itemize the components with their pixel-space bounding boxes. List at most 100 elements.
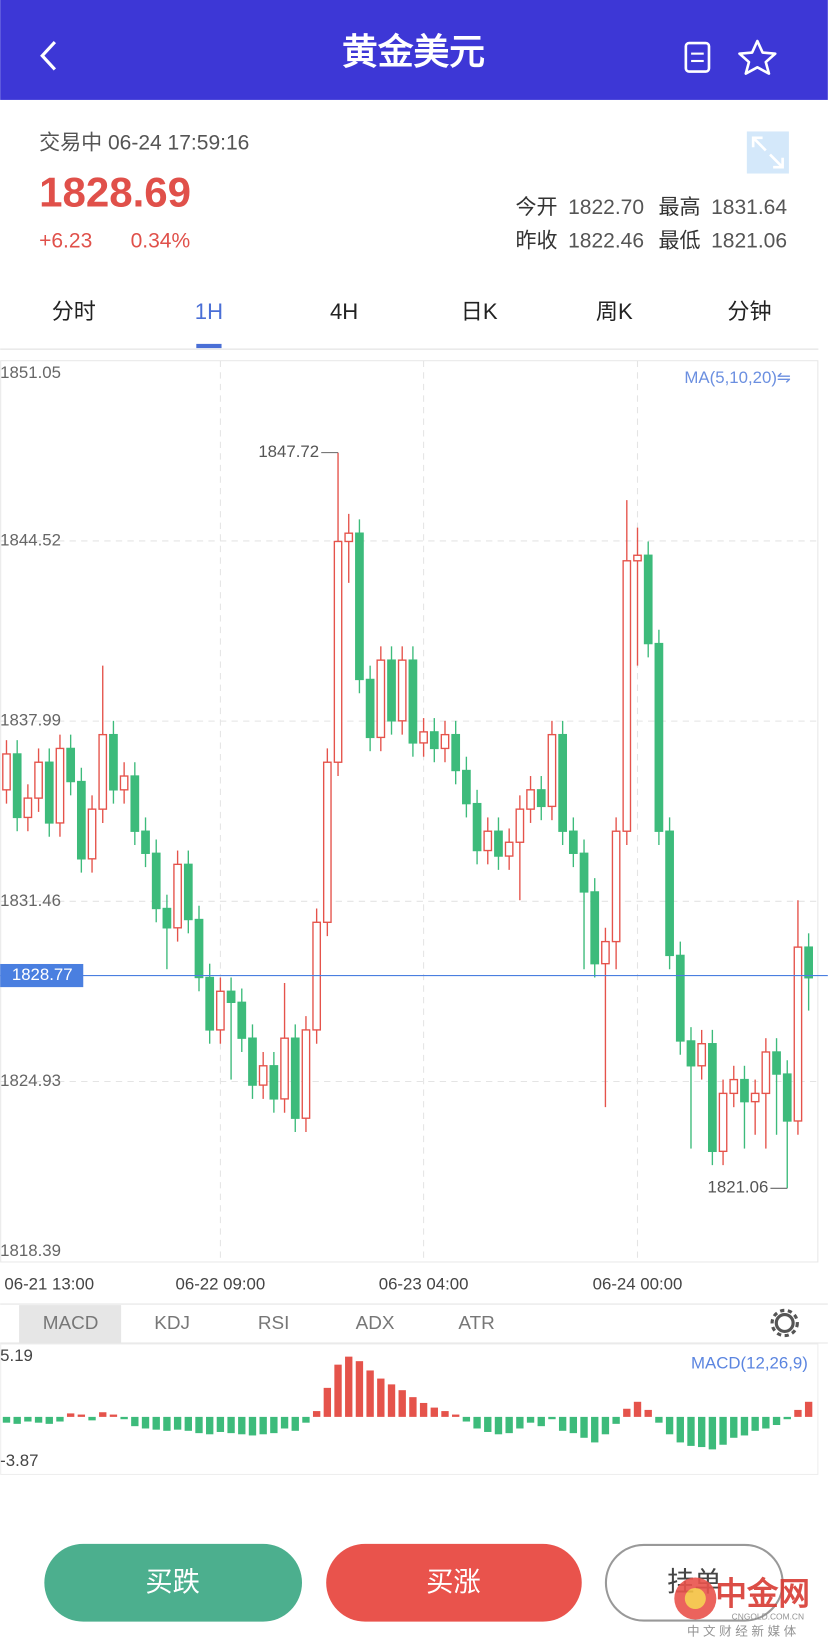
macd-bar bbox=[548, 1416, 556, 1420]
last-price-label: 1828.77 bbox=[12, 965, 73, 984]
candle-body bbox=[804, 946, 813, 979]
stat-label: 昨收 bbox=[515, 229, 557, 252]
timeframe-tab[interactable]: 分时 bbox=[52, 299, 96, 324]
stat-label: 今开 bbox=[515, 196, 557, 219]
macd-bar bbox=[259, 1416, 267, 1435]
favorite-button[interactable] bbox=[738, 39, 777, 75]
y-tick-label: 1824.93 bbox=[0, 1071, 61, 1090]
back-button[interactable] bbox=[40, 40, 57, 71]
macd-bar bbox=[109, 1414, 118, 1417]
candle-body bbox=[258, 1065, 268, 1086]
macd-bar bbox=[163, 1416, 171, 1431]
candle-body bbox=[130, 775, 140, 832]
macd-bar bbox=[216, 1416, 225, 1432]
macd-bar bbox=[644, 1409, 652, 1417]
watermark-name: 中金网 bbox=[715, 1576, 810, 1612]
sell-button[interactable]: 买跌 bbox=[44, 1543, 302, 1622]
candle-body bbox=[708, 1043, 717, 1153]
candle-body bbox=[590, 891, 600, 965]
page-title: 黄金美元 bbox=[342, 32, 485, 72]
candle-body bbox=[397, 659, 407, 722]
candle-body bbox=[162, 907, 172, 929]
candle-body bbox=[740, 1078, 749, 1103]
y-tick-label: 1818.39 bbox=[0, 1241, 61, 1260]
candle-body bbox=[365, 678, 375, 739]
candle-body bbox=[248, 1037, 257, 1086]
macd-bar bbox=[131, 1416, 139, 1427]
settings-button[interactable] bbox=[770, 1308, 799, 1338]
candle-body bbox=[665, 830, 674, 957]
candle-body bbox=[109, 733, 118, 791]
candle-body bbox=[151, 852, 161, 910]
candle-body bbox=[205, 976, 215, 1031]
macd-bar bbox=[34, 1416, 43, 1423]
macd-bar bbox=[270, 1416, 278, 1434]
macd-bar bbox=[291, 1416, 299, 1431]
candle-body bbox=[782, 1073, 792, 1122]
indicator-tab[interactable]: ADX bbox=[356, 1313, 395, 1334]
macd-bar bbox=[195, 1416, 203, 1434]
button-label: 买涨 bbox=[426, 1566, 481, 1597]
macd-bar bbox=[2, 1416, 11, 1423]
candle-body bbox=[387, 659, 396, 722]
macd-bar bbox=[580, 1416, 588, 1438]
note-button[interactable] bbox=[684, 41, 711, 73]
macd-bar bbox=[334, 1364, 342, 1417]
candle-body bbox=[472, 802, 482, 852]
macd-bar bbox=[794, 1409, 802, 1417]
candle-body bbox=[173, 863, 182, 929]
candle-body bbox=[793, 946, 803, 1122]
candle-body bbox=[622, 560, 632, 832]
macd-bar bbox=[345, 1356, 353, 1417]
candle-body bbox=[633, 554, 642, 562]
macd-bar bbox=[227, 1416, 235, 1434]
candle-body bbox=[216, 990, 225, 1031]
price-change-pct: 0.34% bbox=[131, 229, 191, 252]
tab-highlight bbox=[19, 1305, 122, 1343]
stat-label: 最高 bbox=[659, 196, 701, 219]
stat-value: 1822.46 bbox=[568, 229, 644, 252]
macd-bar bbox=[633, 1401, 642, 1417]
timeframe-tab[interactable]: 分钟 bbox=[727, 299, 771, 324]
candle-body bbox=[686, 1040, 696, 1067]
candle-body bbox=[504, 841, 514, 857]
macd-bar bbox=[13, 1416, 21, 1424]
macd-bar bbox=[184, 1416, 192, 1431]
price-change: +6.23 bbox=[39, 229, 92, 252]
last-price: 1828.69 bbox=[39, 169, 191, 216]
indicator-tab[interactable]: ATR bbox=[458, 1313, 494, 1334]
candle-body bbox=[536, 789, 546, 808]
macd-bar bbox=[494, 1416, 503, 1435]
indicator-tab[interactable]: RSI bbox=[258, 1313, 290, 1334]
fullscreen-button[interactable] bbox=[746, 131, 789, 174]
candle-body bbox=[515, 808, 525, 843]
macd-bar bbox=[366, 1370, 374, 1417]
x-tick-label: 06-21 13:00 bbox=[4, 1275, 94, 1294]
timeframe-tab[interactable]: 4H bbox=[330, 299, 358, 324]
candle-body bbox=[579, 852, 589, 893]
candle-body bbox=[750, 1092, 760, 1103]
candle-body bbox=[429, 731, 439, 750]
macd-bar bbox=[484, 1416, 492, 1432]
timeframe-tab[interactable]: 周K bbox=[596, 299, 633, 324]
macd-bar bbox=[601, 1416, 610, 1435]
candle-body bbox=[376, 659, 386, 739]
macd-bar bbox=[687, 1416, 695, 1446]
candle-body bbox=[419, 731, 428, 744]
indicator-tab[interactable]: MACD bbox=[43, 1313, 99, 1334]
candle-body bbox=[301, 1029, 311, 1119]
candle-body bbox=[611, 830, 621, 943]
macd-bar bbox=[612, 1416, 620, 1424]
stat-value: 1822.70 bbox=[568, 196, 644, 219]
macd-bar bbox=[441, 1411, 449, 1417]
indicator-tab[interactable]: KDJ bbox=[154, 1313, 190, 1334]
macd-bar bbox=[45, 1416, 53, 1424]
x-tick-label: 06-24 00:00 bbox=[593, 1275, 683, 1294]
timeframe-tab[interactable]: 1H bbox=[195, 299, 223, 324]
macd-bar bbox=[591, 1416, 599, 1443]
candle-body bbox=[290, 1037, 300, 1119]
macd-bar bbox=[665, 1416, 674, 1435]
timeframe-tab[interactable]: 日K bbox=[461, 299, 498, 324]
buy-button[interactable]: 买涨 bbox=[326, 1543, 582, 1622]
